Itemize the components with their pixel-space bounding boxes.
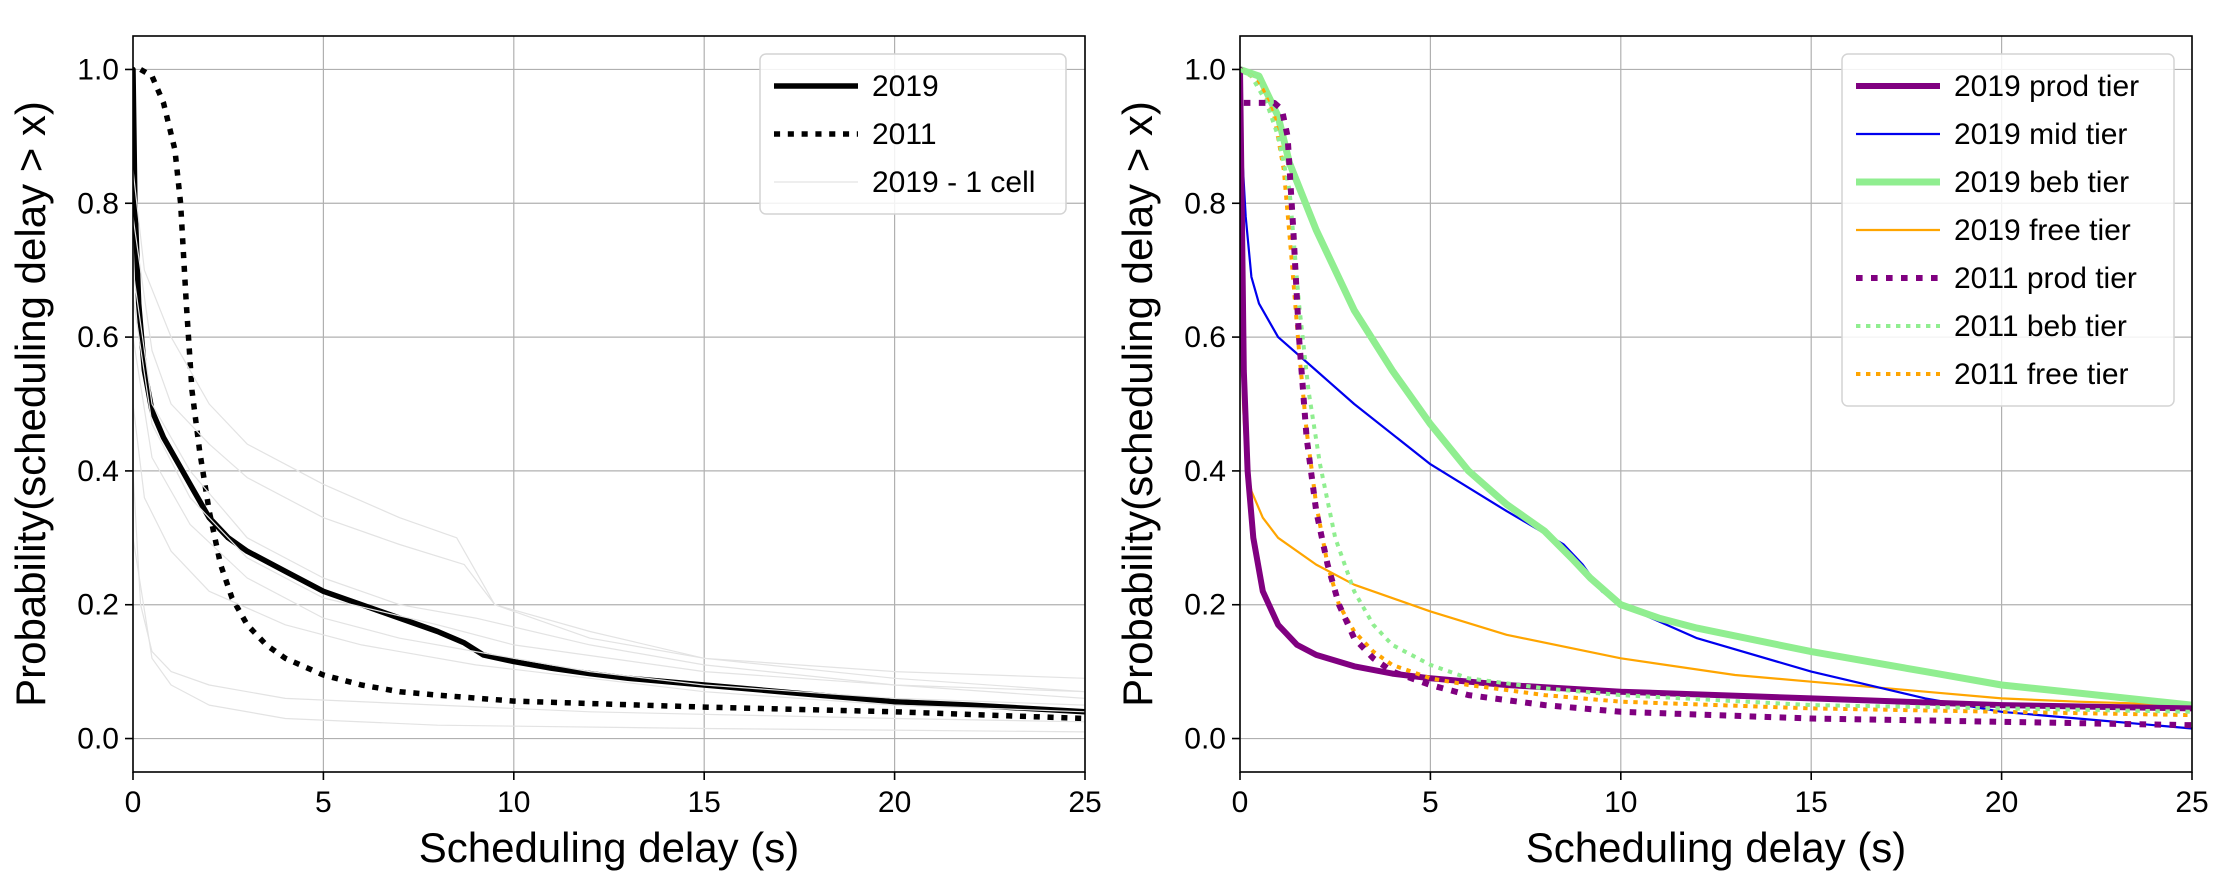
y-tick-label: 0.8 xyxy=(77,187,119,220)
legend-label: 2011 xyxy=(872,118,937,151)
y-axis-label: Probability(scheduling delay > x) xyxy=(7,101,54,707)
series-line-cell-4 xyxy=(133,269,1085,699)
x-tick-label: 0 xyxy=(1232,786,1249,819)
legend-box xyxy=(1841,53,2175,407)
series-line-2019---1-cell xyxy=(133,169,1085,679)
x-tick-label: 10 xyxy=(1604,786,1637,819)
legend-label: 2011 beb tier xyxy=(1954,310,2127,343)
series-line-2019-prod-tier xyxy=(1240,66,2192,712)
y-tick-label: 0.4 xyxy=(77,455,119,488)
x-tick-label: 25 xyxy=(2175,786,2208,819)
y-axis-label: Probability(scheduling delay > x) xyxy=(1114,101,1161,707)
series-line-cell-9 xyxy=(133,296,1085,693)
legend-label: 2019 prod tier xyxy=(1954,70,2139,103)
left-chart-panel: 0 5 10 15 20 25 0.0 0.2 0.4 0.6 0.8 1.0 Scheduling d… xyxy=(7,35,1102,871)
x-tick-label: 0 xyxy=(125,786,142,819)
series-line-cell-8 xyxy=(133,537,1085,733)
y-tick-label: 0.2 xyxy=(1184,589,1226,622)
series-line-2011-prod-tier xyxy=(1243,99,2192,729)
x-tick-label: 15 xyxy=(1795,786,1828,819)
y-tick-label: 0.8 xyxy=(1184,187,1226,220)
legend-label: 2011 free tier xyxy=(1954,358,2129,391)
y-tick-label: 0.0 xyxy=(1184,723,1226,756)
series-group xyxy=(133,66,1085,733)
legend-label: 2019 beb tier xyxy=(1954,166,2129,199)
plot-frame xyxy=(1239,35,2193,773)
series-line-cell-7 xyxy=(133,470,1085,723)
x-tick-label: 20 xyxy=(878,786,911,819)
series-line-cell-3 xyxy=(133,216,1085,693)
right-chart-panel: 0 5 10 15 20 25 0.0 0.2 0.4 0.6 0.8 1.0 Scheduling d… xyxy=(1114,35,2209,871)
y-tick-label: 0.6 xyxy=(77,321,119,354)
series-line-2011-beb-tier xyxy=(1240,67,2192,714)
legend: 2019 2011 2019 - 1 cell xyxy=(759,53,1067,215)
x-tick-label: 15 xyxy=(688,786,721,819)
x-tick-label: 20 xyxy=(1985,786,2018,819)
series-line-2019-beb-tier xyxy=(1240,66,2192,709)
legend-label: 2019 mid tier xyxy=(1954,118,2127,151)
legend-label: 2019 - 1 cell xyxy=(872,166,1035,199)
x-tick-label: 5 xyxy=(315,786,332,819)
legend-label: 2019 free tier xyxy=(1954,214,2131,247)
x-axis-label: Scheduling delay (s) xyxy=(1526,824,1907,871)
x-tick-label: 5 xyxy=(1422,786,1439,819)
series-line-cell-5 xyxy=(133,336,1085,706)
y-tick-label: 0.2 xyxy=(77,589,119,622)
legend-label: 2011 prod tier xyxy=(1954,262,2137,295)
legend-label: 2019 xyxy=(872,70,939,103)
legend-box xyxy=(759,53,1067,215)
y-tick-label: 0.4 xyxy=(1184,455,1226,488)
x-tick-label: 25 xyxy=(1068,786,1101,819)
x-axis-label: Scheduling delay (s) xyxy=(419,824,800,871)
series-group xyxy=(1240,66,2192,730)
x-tick-label: 10 xyxy=(497,786,530,819)
y-tick-label: 0.0 xyxy=(77,723,119,756)
y-tick-label: 0.6 xyxy=(1184,321,1226,354)
y-tick-label: 1.0 xyxy=(1184,53,1226,86)
plot-frame xyxy=(132,35,1086,773)
legend: 2019 prod tier 2019 mid tier 2019 beb tier… xyxy=(1841,53,2175,407)
series-line-cell-6 xyxy=(133,403,1085,713)
y-tick-label: 1.0 xyxy=(77,53,119,86)
